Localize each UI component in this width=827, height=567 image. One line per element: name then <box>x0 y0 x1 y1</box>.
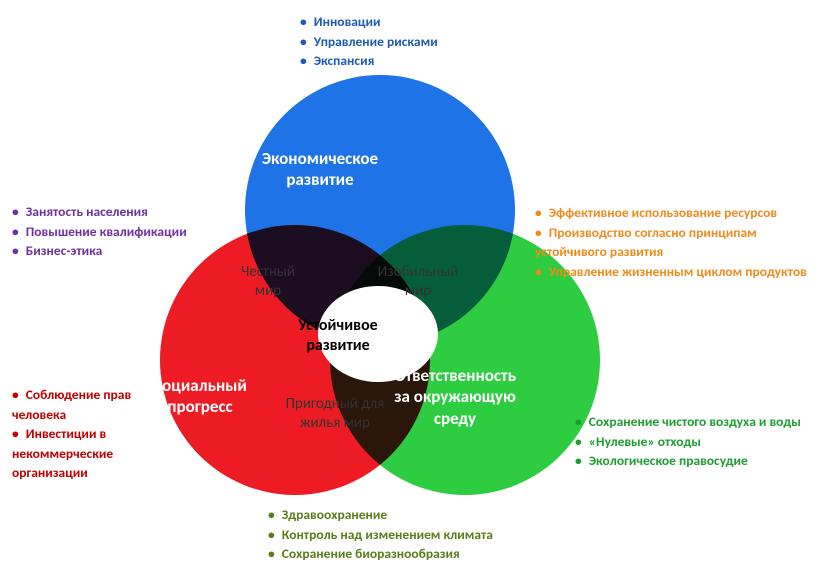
bullet-item: Бизнес-этика <box>12 241 187 261</box>
bullet-item: Соблюдение прав человека <box>12 385 172 424</box>
label-environment: Ответственностьза окружающуюсреду <box>394 365 516 429</box>
bullets-top-left: Занятость населенияПовышение квалификаци… <box>12 202 187 261</box>
bullets-top: ИнновацииУправление рискамиЭкспансия <box>300 12 438 71</box>
bullet-item: Повышение квалификации <box>12 222 187 242</box>
bullets-left: Соблюдение прав человекаИнвестиции в нек… <box>12 385 172 483</box>
label-abundant-world: Изобильныймир <box>378 263 459 301</box>
bullets-top-right: Эффективное использование ресурсовПроизв… <box>535 203 823 281</box>
bullet-item: Эффективное использование ресурсов <box>535 203 823 223</box>
bullets-right: Сохранение чистого воздуха и воды«Нулевы… <box>575 412 815 471</box>
bullet-item: Занятость населения <box>12 202 187 222</box>
label-honest-world: Честныймир <box>241 263 295 301</box>
label-sustainable-dev: Устойчивоеразвитие <box>298 316 377 356</box>
bullet-item: Инвестиции в некоммерческие организации <box>12 424 172 483</box>
bullet-item: Сохранение биоразнообразия <box>268 544 493 564</box>
bullet-item: Экспансия <box>300 51 438 71</box>
label-livable-world: Пригодный дляжилья мир <box>286 395 385 433</box>
bullets-bottom: ЗдравоохранениеКонтроль над изменением к… <box>268 505 493 564</box>
label-economic: Экономическоеразвитие <box>262 148 378 191</box>
bullet-item: Сохранение чистого воздуха и воды <box>575 412 815 432</box>
bullet-item: «Нулевые» отходы <box>575 432 815 452</box>
bullet-item: Управление жизненным циклом продуктов <box>535 262 823 282</box>
bullet-item: Управление рисками <box>300 32 438 52</box>
bullet-item: Производство согласно принципам устойчив… <box>535 223 823 262</box>
bullet-item: Здравоохранение <box>268 505 493 525</box>
bullet-item: Экологическое правосудие <box>575 451 815 471</box>
label-social: Социальныйпрогресс <box>153 375 247 418</box>
bullet-item: Контроль над изменением климата <box>268 525 493 545</box>
bullet-item: Инновации <box>300 12 438 32</box>
